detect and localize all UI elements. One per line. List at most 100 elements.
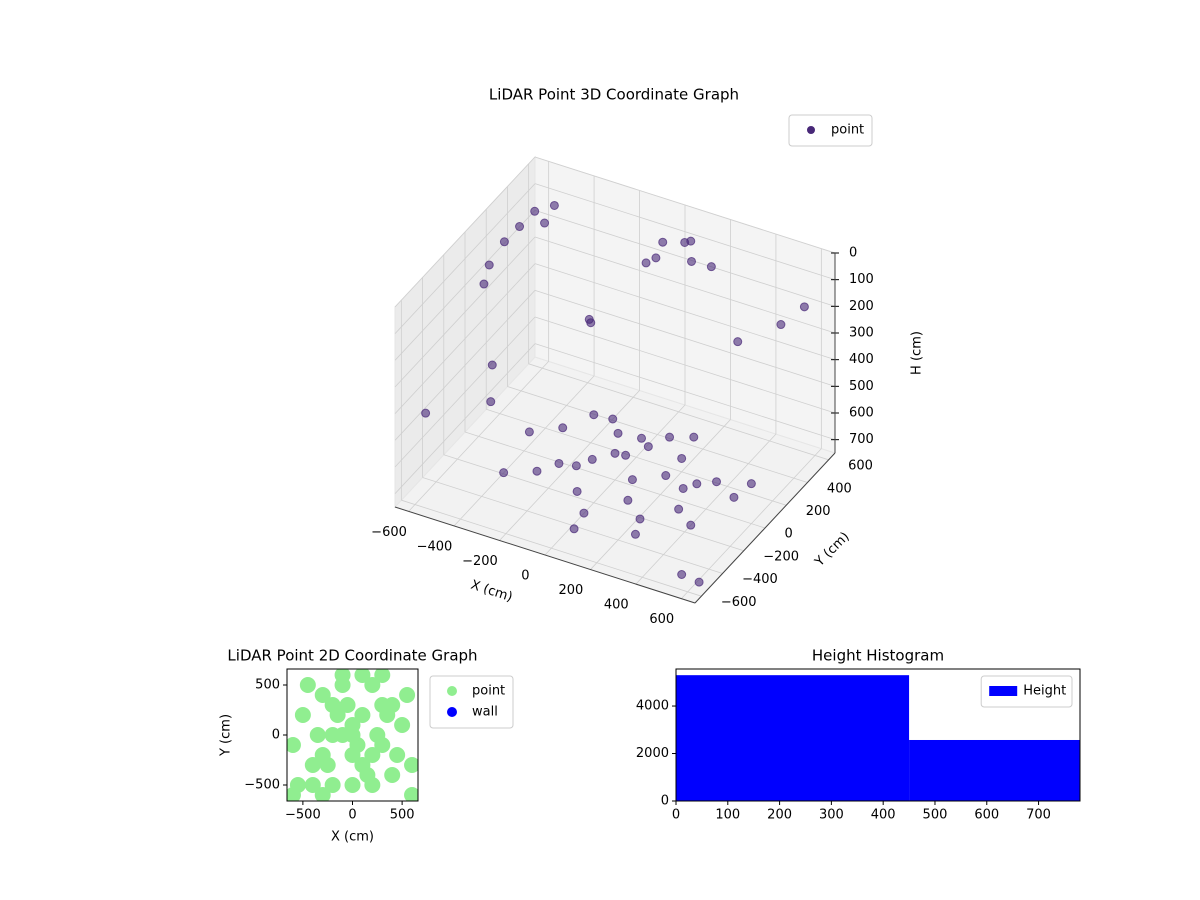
point (746, 479, 756, 489)
axes-frame (675, 668, 1081, 802)
point (712, 477, 722, 487)
grid-line (534, 343, 836, 441)
point (589, 410, 599, 420)
grid-line (394, 210, 536, 361)
point (540, 218, 550, 228)
grid-line (534, 183, 836, 281)
grid-line (401, 499, 702, 597)
point (324, 697, 341, 713)
x-tick-label: −600 (371, 525, 407, 540)
point (304, 757, 321, 773)
point (399, 687, 416, 703)
point (549, 200, 559, 210)
point (635, 514, 645, 524)
x-tick-label: 400 (871, 808, 896, 823)
z-tick-label: 0 (849, 246, 857, 261)
point (608, 414, 618, 424)
y-tick-label: 0 (661, 794, 669, 809)
point (692, 479, 702, 489)
point (613, 428, 623, 438)
grid-line (443, 454, 744, 552)
point (558, 423, 568, 433)
point (515, 222, 525, 232)
point (665, 432, 675, 442)
point (304, 777, 321, 793)
axis-line (394, 506, 696, 604)
point (354, 757, 371, 773)
grid-line (464, 431, 766, 529)
point (586, 318, 596, 328)
legend-marker (447, 686, 457, 696)
x-tick-label: 700 (1026, 808, 1051, 823)
point (287, 787, 301, 801)
point (658, 237, 668, 247)
point (579, 508, 589, 518)
point (661, 471, 671, 481)
legend-marker (807, 126, 815, 134)
x-tick-label: −200 (462, 554, 498, 569)
x-tick-label: 500 (923, 808, 948, 823)
grid-line (394, 156, 536, 308)
point (571, 461, 581, 471)
x-tick-label: 0 (348, 808, 356, 823)
point (729, 492, 739, 502)
point (421, 408, 431, 418)
z-tick-label: 200 (849, 299, 874, 314)
chart-title: LiDAR Point 3D Coordinate Graph (489, 86, 739, 104)
point (689, 432, 699, 442)
x-tick-label: 500 (390, 808, 415, 823)
point (687, 256, 697, 266)
point (389, 747, 406, 763)
x-tick-label: 600 (649, 612, 674, 627)
legend-label: Height (1023, 684, 1066, 699)
point (287, 737, 301, 753)
point (627, 475, 637, 485)
point (354, 707, 371, 723)
grid-line (534, 263, 836, 361)
point (479, 279, 489, 289)
point (404, 757, 418, 773)
y-tick-label: 200 (806, 504, 831, 519)
grid-line (507, 386, 808, 483)
y-tick-label: 500 (255, 678, 280, 693)
x-tick-label: 600 (974, 808, 999, 823)
point (294, 707, 311, 723)
point (486, 397, 496, 407)
y-tick-label: −200 (763, 549, 799, 564)
grid-line (534, 156, 836, 254)
z-axis-label: H (cm) (910, 331, 925, 375)
point (630, 529, 640, 539)
point (314, 747, 331, 763)
y-tick-label: 0 (272, 728, 280, 743)
grid-line (394, 290, 536, 441)
point (314, 687, 331, 703)
point (364, 747, 381, 763)
x-tick-label: 0 (672, 808, 680, 823)
point (354, 669, 371, 683)
grid-line (534, 236, 836, 334)
z-tick-label: 500 (849, 379, 874, 394)
x-tick-label: 300 (819, 808, 844, 823)
grid-line (394, 263, 536, 414)
point (484, 260, 494, 270)
point (524, 427, 534, 437)
point (530, 206, 540, 216)
point (694, 577, 704, 587)
point (299, 677, 316, 693)
point (674, 504, 684, 514)
y-tick-label: −600 (721, 595, 757, 610)
grid-line (394, 236, 536, 388)
point (339, 697, 356, 713)
y-tick-label: −400 (742, 572, 778, 587)
y-tick-label: 2000 (636, 746, 669, 761)
point (686, 520, 696, 530)
point (680, 237, 690, 247)
y-tick-label: 400 (827, 481, 852, 496)
grid-line (486, 408, 787, 506)
point (623, 495, 633, 505)
point (314, 787, 331, 801)
point (569, 524, 579, 534)
point (776, 320, 786, 330)
point (621, 450, 631, 460)
